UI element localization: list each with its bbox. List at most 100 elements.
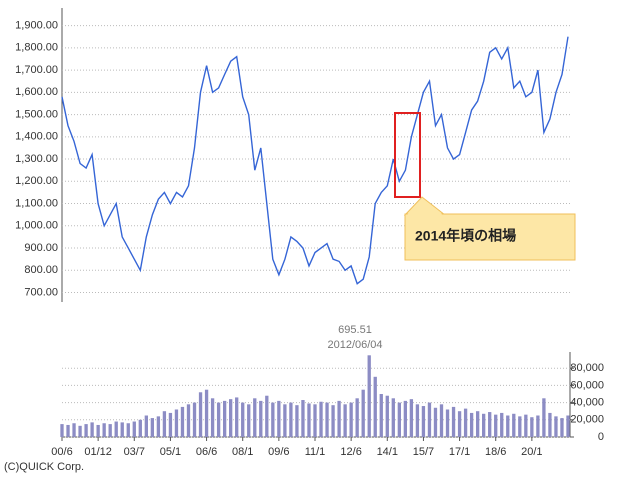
volume-bar — [90, 422, 94, 437]
volume-bar — [373, 376, 377, 437]
volume-bar — [403, 400, 408, 437]
volume-bar — [277, 400, 281, 437]
volume-bar — [469, 412, 474, 437]
volume-bar — [168, 412, 173, 437]
volume-bar — [433, 407, 438, 437]
volume-bar — [482, 413, 486, 437]
volume-bar — [235, 397, 239, 437]
volume-bar — [313, 404, 317, 437]
x-tick-label: 15/7 — [413, 446, 434, 458]
volume-bar — [120, 422, 124, 437]
volume-bar — [126, 423, 130, 437]
x-tick-label: 12/6 — [340, 446, 361, 458]
volume-bar — [560, 418, 564, 437]
volume-bar — [451, 406, 456, 437]
volume-bar — [343, 404, 347, 437]
volume-bar — [439, 404, 444, 437]
volume-bar — [204, 389, 209, 437]
x-tick-label: 14/1 — [377, 446, 398, 458]
y-tick-label: 1,600.00 — [15, 86, 58, 98]
volume-bar — [355, 398, 359, 437]
volume-bar — [566, 415, 570, 437]
volume-bar — [379, 394, 383, 437]
volume-bar — [265, 395, 269, 437]
x-tick-label: 00/6 — [51, 446, 72, 458]
volume-bar — [156, 416, 161, 437]
volume-bar — [337, 400, 341, 437]
y2-tick-label: 20,000 — [570, 414, 604, 426]
volume-bar — [138, 419, 142, 437]
volume-bar — [96, 424, 100, 437]
volume-bar — [307, 403, 311, 437]
y-tick-label: 1,300.00 — [15, 153, 58, 165]
volume-bar — [548, 412, 552, 437]
volume-bar — [530, 417, 534, 437]
volume-bar — [210, 398, 215, 437]
y-tick-label: 1,100.00 — [15, 197, 58, 209]
low-value: 695.51 — [338, 324, 372, 336]
volume-bar — [475, 411, 480, 437]
y-tick-label: 1,800.00 — [15, 42, 58, 54]
volume-bar — [271, 402, 275, 437]
volume-bar — [524, 414, 528, 437]
volume-bar — [361, 389, 365, 437]
x-tick-label: 09/6 — [268, 446, 289, 458]
volume-bar — [241, 402, 245, 437]
x-tick-label: 17/1 — [449, 446, 470, 458]
volume-bar — [162, 411, 167, 437]
callout — [404, 213, 576, 261]
low-date: 2012/06/04 — [327, 339, 382, 351]
volume-bar — [186, 404, 191, 437]
volume-bar — [500, 412, 504, 437]
x-tick-label: 20/1 — [521, 446, 542, 458]
volume-bar — [488, 412, 492, 437]
volume-bar — [421, 406, 426, 437]
callout-text: 2014年頃の相場 — [415, 228, 516, 244]
volume-bar — [391, 398, 395, 437]
highlight-box — [394, 112, 421, 198]
volume-bar — [518, 416, 522, 437]
y-tick-label: 800.00 — [24, 264, 58, 276]
volume-bar — [229, 399, 233, 437]
y2-tick-label: 40,000 — [570, 397, 604, 409]
x-tick-label: 18/6 — [485, 446, 506, 458]
callout-join — [406, 199, 444, 216]
volume-bar — [295, 405, 299, 437]
copyright: (C)QUICK Corp. — [4, 461, 84, 473]
volume-bar — [301, 400, 305, 437]
volume-bar — [542, 398, 546, 437]
volume-bar — [325, 402, 329, 437]
volume-bar — [144, 415, 148, 437]
volume-bar — [60, 424, 64, 437]
x-tick-label: 01/12 — [84, 446, 112, 458]
volume-bar — [72, 423, 76, 437]
volume-bar — [108, 424, 112, 437]
y-tick-label: 700.00 — [24, 286, 58, 298]
y2-tick-label: 60,000 — [570, 379, 604, 391]
volume-bar — [114, 421, 118, 437]
volume-bar — [102, 423, 106, 437]
x-tick-label: 03/7 — [124, 446, 145, 458]
volume-bar — [259, 400, 263, 437]
volume-bar — [174, 409, 179, 437]
volume-bar — [192, 402, 197, 437]
y-tick-label: 1,900.00 — [15, 19, 58, 31]
volume-bar — [385, 395, 389, 437]
plot: 700.00 800.00 900.00 1,000.00 1,100.00 1,200.… — [15, 19, 604, 457]
volume-bar — [427, 402, 432, 437]
volume-bar — [198, 392, 203, 437]
x-tick-label: 08/1 — [232, 446, 253, 458]
volume-bar — [222, 400, 227, 437]
y2-tick-label: 0 — [598, 431, 604, 443]
volume-bar — [289, 402, 293, 437]
y2-tick-label: 80,000 — [570, 362, 604, 374]
price-line — [61, 36, 569, 285]
volume-bar — [457, 411, 462, 437]
y-tick-label: 1,700.00 — [15, 64, 58, 76]
y-tick-label: 1,200.00 — [15, 175, 58, 187]
x-tick-label: 11/1 — [305, 446, 326, 458]
volume-bar — [494, 414, 498, 437]
volume-bar — [349, 402, 353, 437]
volume-bar — [512, 413, 516, 437]
volume-bar — [536, 415, 540, 437]
